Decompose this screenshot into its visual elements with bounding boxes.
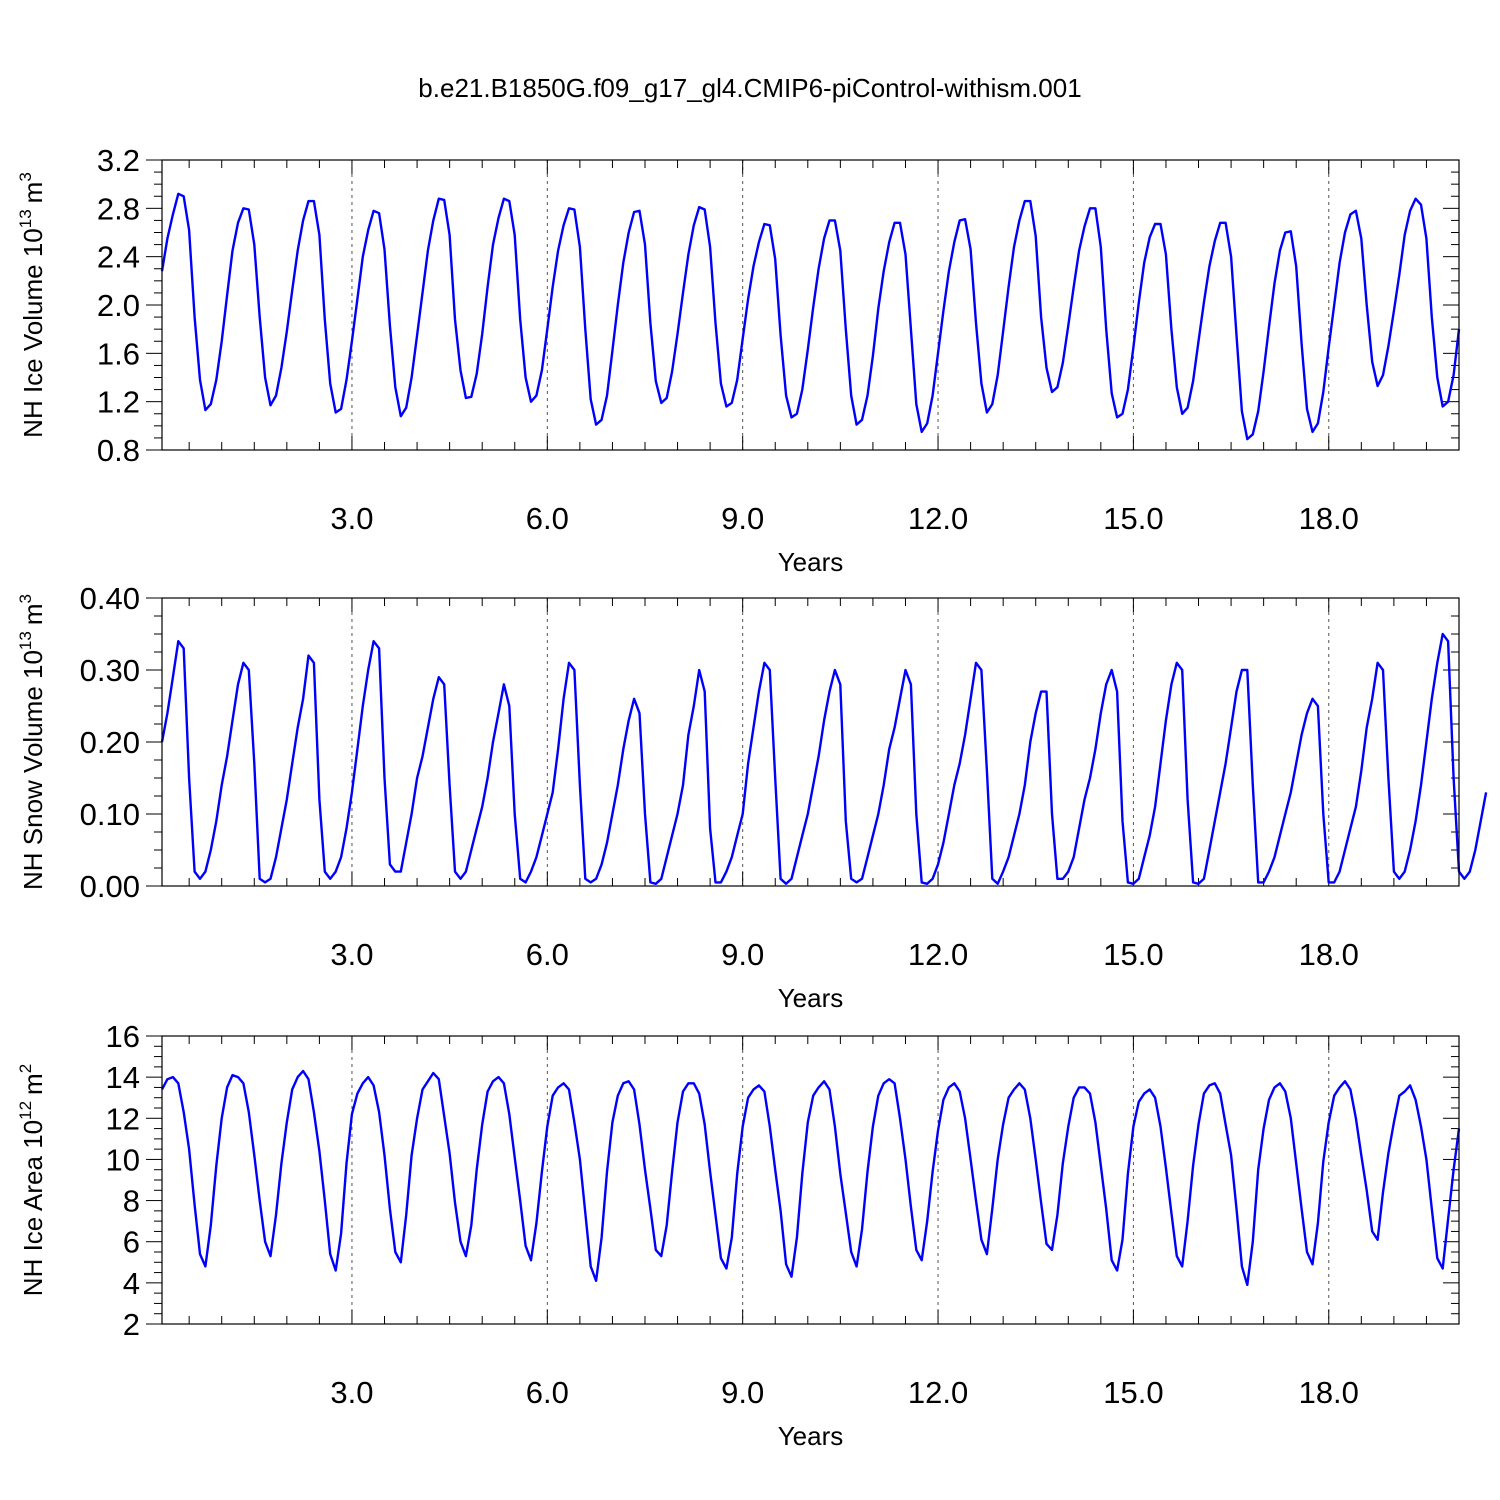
y-axis-label-exponent: 13 [16, 209, 35, 228]
panel-3: 2 4 6 8 10 12 14 16 3.0 6.0 9.0 12.0 15.0 18.0 Years NH… [16, 1019, 1461, 1451]
y-tick-label: 12 [106, 1101, 140, 1136]
y-axis-label-exponent: 13 [16, 631, 35, 650]
plot-frame [161, 597, 1460, 887]
x-axis-label: Years [778, 983, 844, 1013]
panel-2: 0.00 0.10 0.20 0.30 0.40 3.0 6.0 9.0 12.0 15.0 18.… [16, 581, 1488, 1013]
x-tick-label: 9.0 [721, 1375, 764, 1410]
y-tick-label: 2.8 [97, 191, 140, 226]
x-axis-label: Years [778, 547, 844, 577]
series-line [160, 192, 1461, 441]
panels: 0.8 1.2 1.6 2.0 2.4 2.8 3.2 3.0 6.0 9.0 12.0 15.0 18… [16, 143, 1488, 1451]
y-tick-label: 2.0 [97, 288, 140, 323]
x-tick-label: 18.0 [1299, 1375, 1359, 1410]
series-line [160, 632, 1488, 885]
x-tick-label: 9.0 [721, 937, 764, 972]
y-axis-label-unit: m [18, 182, 48, 204]
y-axis-label: NH Snow Volume 1013 m3 [16, 594, 48, 890]
series-line [160, 1069, 1461, 1287]
y-tick-label: 0.20 [80, 725, 140, 760]
x-tick-label: 15.0 [1103, 937, 1163, 972]
y-tick-label: 1.2 [97, 385, 140, 420]
y-tick-label: 0.30 [80, 653, 140, 688]
x-tick-label: 6.0 [526, 937, 569, 972]
y-tick-label: 10 [106, 1142, 140, 1177]
x-tick-label: 18.0 [1299, 501, 1359, 536]
panel-1: 0.8 1.2 1.6 2.0 2.4 2.8 3.2 3.0 6.0 9.0 12.0 15.0 18… [16, 143, 1461, 577]
y-axis-label: NH Ice Area 1012 m2 [16, 1064, 48, 1296]
y-axis-label-exponent: 12 [16, 1101, 35, 1120]
y-axis-label-unit-exponent: 3 [16, 594, 35, 603]
y-axis-label-unit: m [18, 603, 48, 625]
y-tick-label: 0.00 [80, 869, 140, 904]
y-axis-label: NH Ice Volume 1013 m3 [16, 172, 48, 438]
x-tick-label: 12.0 [908, 501, 968, 536]
y-axis-label-text: NH Ice Area 10 [18, 1120, 48, 1296]
y-axis-label-unit: m [18, 1073, 48, 1095]
x-tick-label: 6.0 [526, 501, 569, 536]
y-tick-label: 0.40 [80, 581, 140, 616]
x-tick-label: 6.0 [526, 1375, 569, 1410]
plot-frame [161, 159, 1460, 451]
y-tick-label: 0.8 [97, 433, 140, 468]
figure-title: b.e21.B1850G.f09_g17_gl4.CMIP6-piControl… [418, 73, 1081, 103]
x-tick-label: 18.0 [1299, 937, 1359, 972]
plot-frame [161, 1035, 1460, 1325]
x-tick-label: 3.0 [330, 937, 373, 972]
y-tick-label: 8 [123, 1184, 140, 1219]
y-tick-label: 14 [106, 1060, 140, 1095]
x-tick-label: 12.0 [908, 1375, 968, 1410]
x-tick-label: 3.0 [330, 501, 373, 536]
x-axis-label: Years [778, 1421, 844, 1451]
y-tick-label: 2 [123, 1307, 140, 1342]
y-axis-label-unit-exponent: 2 [16, 1064, 35, 1073]
x-tick-label: 9.0 [721, 501, 764, 536]
y-tick-label: 6 [123, 1225, 140, 1260]
y-tick-label: 0.10 [80, 797, 140, 832]
y-tick-label: 4 [123, 1266, 140, 1301]
y-axis-label-unit-exponent: 3 [16, 172, 35, 181]
x-tick-label: 12.0 [908, 937, 968, 972]
y-tick-label: 1.6 [97, 336, 140, 371]
y-tick-label: 2.4 [97, 240, 140, 275]
y-axis-label-text: NH Snow Volume 10 [18, 650, 48, 890]
x-tick-label: 15.0 [1103, 501, 1163, 536]
y-tick-label: 3.2 [97, 143, 140, 178]
y-tick-label: 16 [106, 1019, 140, 1054]
x-tick-label: 3.0 [330, 1375, 373, 1410]
y-axis-label-text: NH Ice Volume 10 [18, 228, 48, 438]
x-tick-label: 15.0 [1103, 1375, 1163, 1410]
